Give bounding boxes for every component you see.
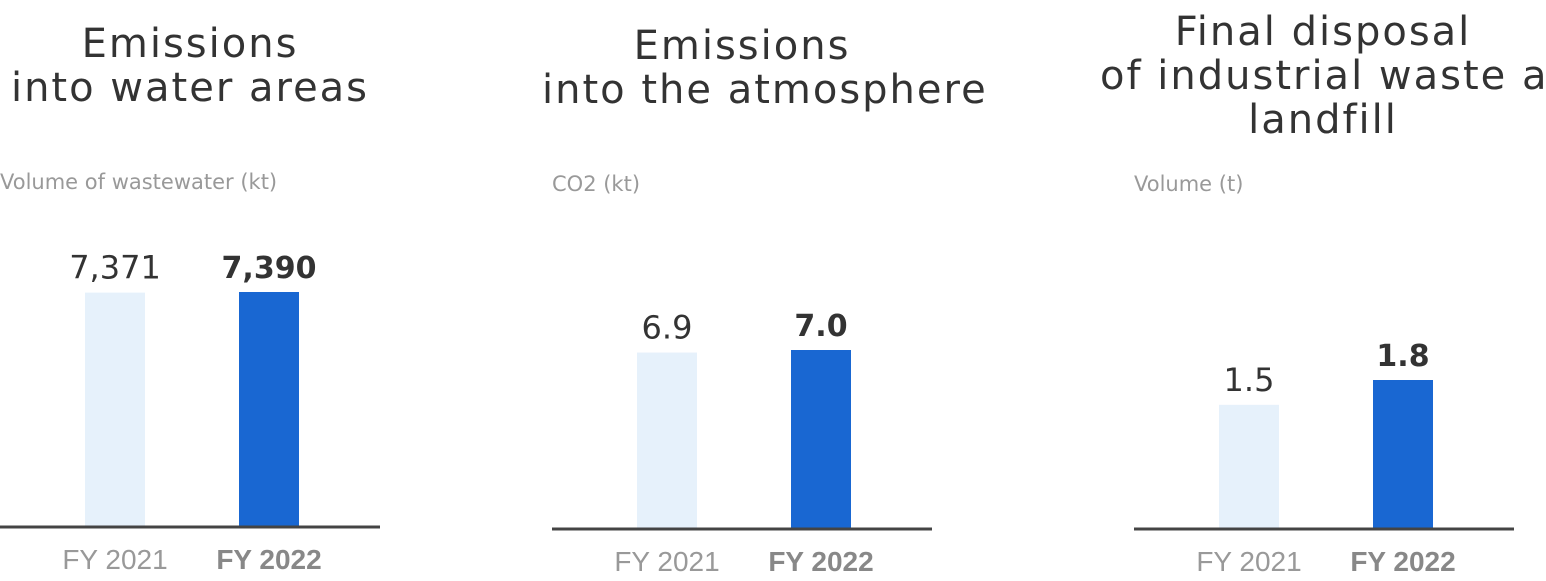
bar-prior-year	[1219, 404, 1279, 529]
data-label: 7.0	[794, 309, 847, 344]
data-label: 6.9	[642, 309, 693, 347]
x-tick-label: FY 2021	[614, 546, 719, 577]
data-label: 1.5	[1224, 361, 1275, 399]
x-tick-label: FY 2021	[1196, 546, 1301, 577]
chart-title-line: of industrial waste at	[1100, 53, 1546, 99]
data-label: 7,390	[222, 251, 317, 286]
x-tick-label: FY 2021	[62, 544, 167, 575]
y-axis-label: Volume (t)	[1134, 172, 1244, 196]
bar-prior-year	[637, 352, 697, 529]
chart-title-line: Final disposal	[1174, 9, 1472, 55]
chart-panel-landfill: Final disposal of industrial waste at la…	[1100, 0, 1546, 581]
chart-title: Emissions into the atmosphere	[542, 23, 988, 113]
chart-title-line: Emissions	[633, 23, 851, 69]
chart-title: Emissions into water areas	[0, 22, 380, 110]
bar-current-year	[1373, 380, 1433, 529]
bar-chart-water: 7,371 FY 2021 7,390 FY 2022	[0, 249, 380, 575]
chart-title-line: into water areas	[10, 65, 370, 111]
bar-chart-landfill: 1.5 FY 2021 1.8 FY 2022	[1134, 339, 1514, 577]
chart-title-line: landfill	[1248, 97, 1398, 143]
bar-chart-atmosphere: 6.9 FY 2021 7.0 FY 2022	[552, 309, 932, 577]
x-tick-label: FY 2022	[768, 546, 873, 577]
y-axis-label: Volume of wastewater (kt)	[0, 170, 278, 194]
data-label: 7,371	[69, 249, 161, 287]
y-axis-label: CO2 (kt)	[552, 172, 641, 196]
bar-current-year	[239, 292, 299, 527]
data-label: 1.8	[1376, 339, 1429, 374]
chart-title-line: Emissions	[81, 21, 299, 67]
bar-prior-year	[85, 292, 145, 527]
chart-panel-water: Emissions into water areas Volume of was…	[0, 0, 380, 581]
chart-panel-atmosphere: Emissions into the atmosphere CO2 (kt) 6…	[542, 0, 986, 581]
chart-title-line: into the atmosphere	[542, 67, 988, 113]
x-tick-label: FY 2022	[216, 544, 321, 575]
chart-title: Final disposal of industrial waste at la…	[1100, 10, 1546, 142]
x-tick-label: FY 2022	[1350, 546, 1455, 577]
bar-current-year	[791, 350, 851, 529]
